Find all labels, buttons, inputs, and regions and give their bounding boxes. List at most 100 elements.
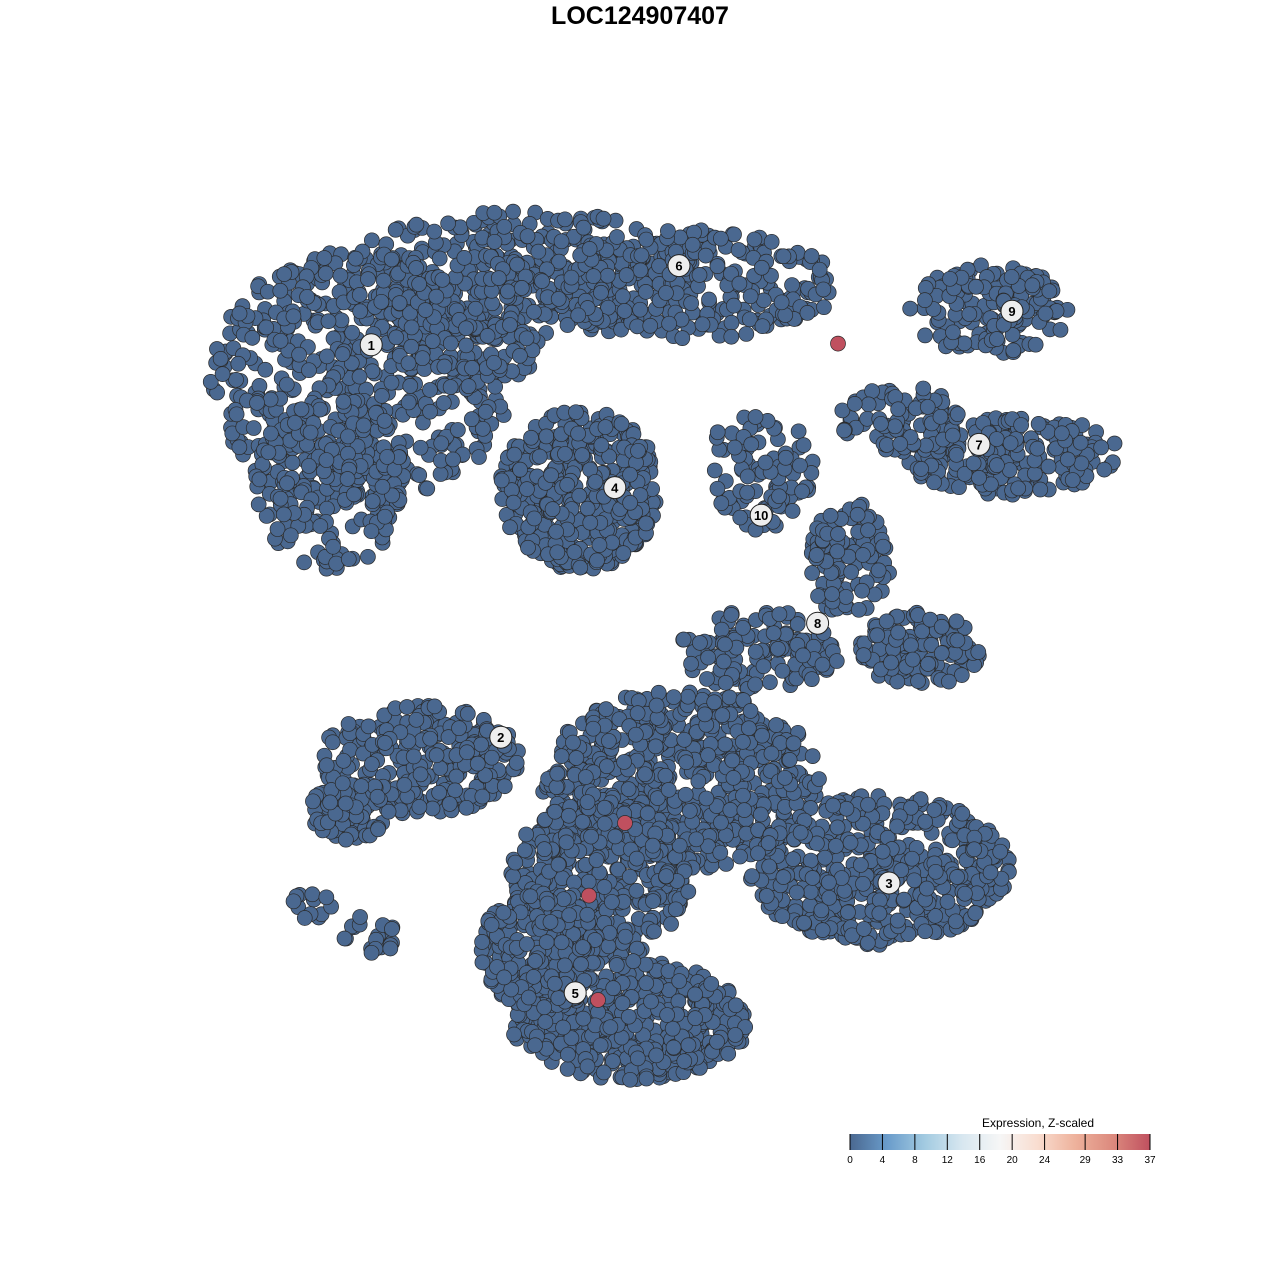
cell-point — [725, 770, 742, 786]
cell-point — [422, 730, 439, 747]
cell-point — [572, 559, 589, 576]
cell-point — [523, 429, 539, 446]
cell-point — [408, 711, 425, 728]
cell-point — [408, 260, 424, 276]
cell-point — [486, 204, 503, 221]
cell-point — [424, 800, 441, 817]
cell-point — [755, 658, 772, 675]
cell-point — [712, 844, 729, 861]
cell-point — [526, 303, 542, 320]
cell-point — [263, 425, 279, 442]
cell-point — [400, 355, 417, 372]
cell-point — [536, 841, 553, 858]
cell-point — [648, 697, 665, 714]
cell-point — [967, 905, 984, 921]
cell-point — [647, 738, 664, 755]
cell-point — [989, 457, 1005, 474]
cell-point — [574, 813, 591, 830]
cell-point — [785, 735, 802, 752]
cell-point — [709, 258, 726, 274]
cell-point — [607, 828, 624, 845]
cell-point — [282, 527, 299, 544]
cell-point — [352, 303, 369, 320]
cell-point — [948, 446, 965, 463]
cell-point — [459, 744, 475, 761]
cell-point — [712, 230, 729, 247]
cell-point — [296, 554, 312, 571]
cell-point — [548, 779, 565, 795]
cell-point — [312, 401, 328, 418]
cell-point — [676, 731, 693, 748]
cell-point — [638, 284, 654, 300]
cell-point — [942, 270, 958, 287]
cell-point — [347, 250, 364, 267]
cell-point — [305, 793, 321, 810]
cell-point — [701, 291, 717, 308]
cell-point — [910, 673, 926, 689]
cell-point — [465, 214, 482, 231]
cell-point — [1013, 417, 1029, 433]
cell-point — [513, 280, 530, 296]
cell-point — [601, 925, 618, 941]
cell-point — [551, 253, 567, 270]
cell-point — [691, 267, 708, 283]
cell-point — [486, 233, 503, 250]
cell-point — [855, 647, 872, 663]
cell-point — [681, 803, 698, 819]
cell-point — [1093, 439, 1110, 456]
cell-point — [700, 747, 716, 764]
cell-point — [951, 479, 967, 496]
cell-point — [565, 734, 581, 751]
cell-point — [422, 382, 438, 398]
cell-point — [715, 653, 732, 670]
cell-point — [721, 689, 738, 706]
cell-point — [896, 891, 912, 908]
cell-point — [456, 250, 473, 266]
cell-point — [732, 509, 749, 526]
cell-point — [852, 857, 869, 873]
cell-point — [890, 401, 906, 418]
cell-point — [723, 314, 740, 331]
cell-point — [422, 403, 438, 420]
cell-point — [739, 468, 756, 485]
cell-point — [1032, 481, 1049, 498]
cell-point — [660, 782, 677, 798]
cell-point — [879, 437, 895, 453]
cell-point — [1053, 425, 1070, 442]
cell-point — [770, 640, 786, 657]
cell-point — [383, 251, 400, 268]
cell-point — [828, 653, 845, 669]
cell-point — [795, 437, 812, 453]
cell-point — [742, 288, 759, 305]
cell-point — [318, 452, 335, 468]
cell-point — [949, 869, 965, 885]
cell-point — [816, 299, 832, 316]
cell-point — [518, 330, 535, 347]
cell-point — [709, 480, 726, 497]
cell-point — [360, 548, 376, 565]
cell-point — [483, 749, 500, 766]
cell-point — [585, 720, 602, 737]
cell-point — [771, 606, 788, 623]
cell-point — [351, 287, 368, 303]
cell-point — [593, 284, 609, 301]
cell-point — [379, 449, 396, 465]
cell-point — [1024, 277, 1041, 294]
cell-point — [747, 676, 763, 693]
cell-point — [244, 330, 261, 346]
cell-point — [278, 376, 295, 393]
cell-point — [732, 848, 748, 865]
cell-point — [334, 775, 351, 792]
cell-point — [725, 297, 742, 314]
cell-point — [547, 803, 563, 820]
cell-point — [550, 856, 567, 873]
cell-point — [285, 308, 302, 325]
cell-point — [688, 831, 705, 848]
cell-point — [723, 606, 740, 623]
cell-point — [553, 748, 570, 764]
cell-point — [596, 815, 613, 832]
cell-point — [722, 802, 739, 818]
cell-point — [754, 318, 771, 335]
cell-point — [799, 305, 816, 321]
cell-point — [369, 788, 386, 805]
